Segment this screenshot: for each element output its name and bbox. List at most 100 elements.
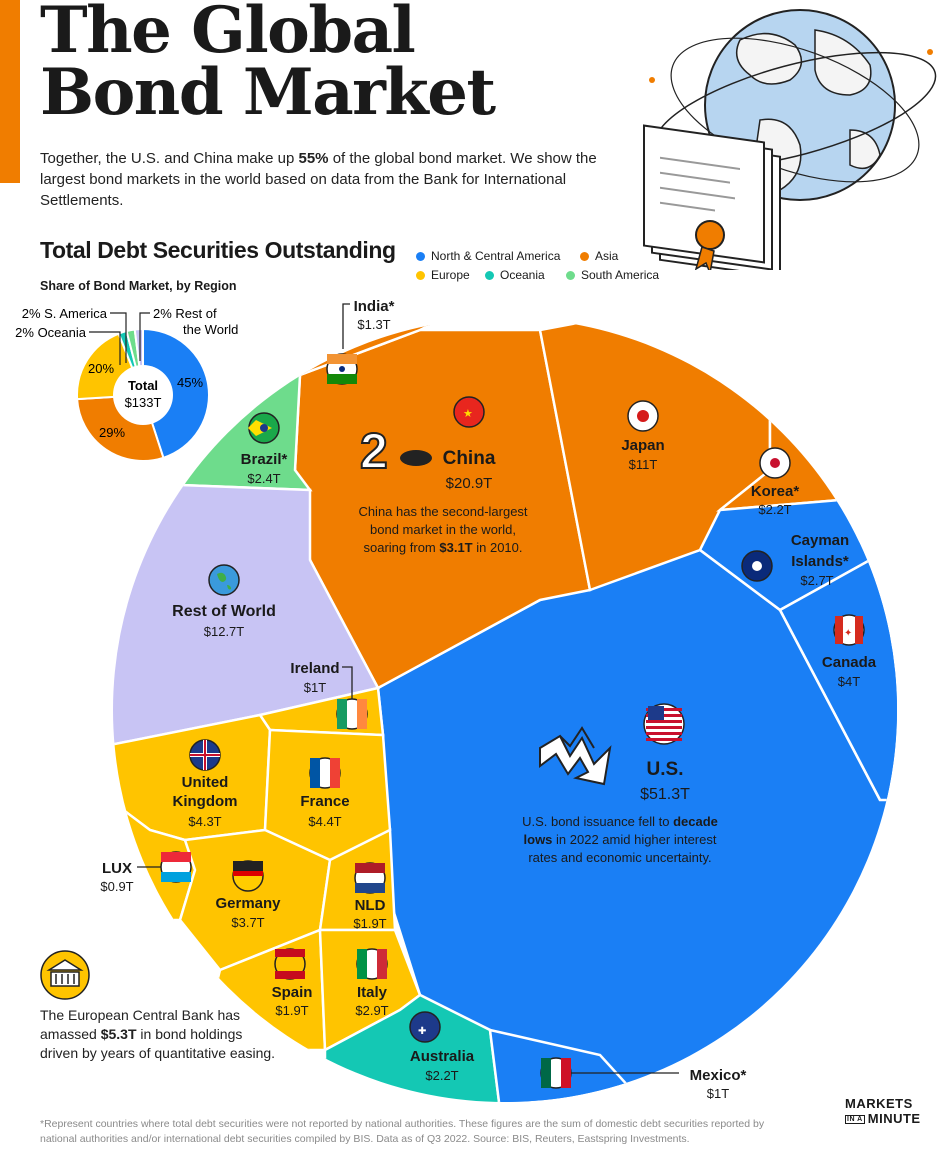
us-annotation-line-2: lows in 2022 amid higher interest — [524, 832, 717, 847]
logo-line-1: MARKETS — [845, 1096, 913, 1111]
label-spain-name: Spain — [272, 984, 313, 1001]
legend-label: South America — [581, 268, 660, 282]
donut-title: Share of Bond Market, by Region — [40, 279, 237, 293]
markets-in-a-minute-logo: MARKETS IN A MINUTE — [845, 1096, 921, 1127]
accent-bar — [0, 0, 20, 183]
donut-label-south-america: 2% S. America — [22, 306, 108, 321]
svg-text:✦: ✦ — [844, 628, 852, 639]
leader-india — [342, 303, 350, 349]
central-bank-icon — [40, 950, 90, 1000]
label-cayman-line-2: Islands* — [791, 553, 849, 570]
globe-certificate-illustration — [643, 9, 937, 270]
ecb-highlight: $5.3T — [100, 1026, 137, 1042]
ecb-annotation: The European Central Bank has amassed $5… — [40, 1006, 280, 1063]
label-us-name: U.S. — [647, 759, 684, 780]
legend-item-oceania: Oceania — [485, 268, 545, 282]
label-korea-name: Korea* — [751, 483, 800, 500]
china-rank-badge: 2 — [360, 423, 388, 479]
donut-label-rest-2: the World — [183, 322, 238, 337]
legend-item-south-america: South America — [566, 268, 659, 282]
label-germany-name: Germany — [215, 895, 281, 912]
label-lux-name: LUX — [102, 860, 132, 877]
donut-label-europe: 20% — [88, 361, 114, 376]
label-spain-value: $1.9T — [275, 1003, 308, 1018]
label-ireland-value: $1T — [304, 680, 326, 695]
donut-label-asia: 29% — [99, 425, 125, 440]
label-us-value: $51.3T — [640, 786, 690, 803]
label-lux-value: $0.9T — [100, 879, 133, 894]
label-australia-value: $2.2T — [425, 1068, 458, 1083]
legend-dot — [416, 271, 425, 280]
border-canada — [699, 549, 882, 801]
cell-brazil — [168, 373, 313, 492]
leader-oceania — [89, 331, 121, 365]
china-flag-icon — [453, 396, 485, 428]
donut-label-oceania: 2% Oceania — [15, 325, 87, 340]
label-uk-line-1: United — [182, 774, 229, 791]
label-cayman-line-1: Cayman — [791, 532, 849, 549]
legend-label: North & Central America — [431, 249, 561, 263]
ecb-text: The European Central Bank has amassed — [40, 1007, 241, 1042]
label-france-value: $4.4T — [308, 814, 341, 829]
label-nld-value: $1.9T — [353, 916, 386, 931]
title-line-1: The Global — [40, 0, 416, 68]
legend-label: Asia — [595, 249, 619, 263]
logo-line-2: IN A MINUTE — [845, 1111, 921, 1127]
us-annotation-line-3: rates and economic uncertainty. — [528, 850, 711, 865]
label-canada-name: Canada — [822, 654, 877, 671]
label-uk-value: $4.3T — [188, 814, 221, 829]
label-italy-value: $2.9T — [355, 1003, 388, 1018]
donut-total-label: Total — [128, 378, 158, 393]
subtitle-text: Together, the U.S. and China make up — [40, 150, 299, 167]
leader-ireland — [342, 666, 353, 699]
subtitle-text-end: of the global bond market. We show the l… — [40, 150, 597, 209]
donut-total-value: $133T — [125, 395, 162, 410]
donut-label-rest-1: 2% Rest of — [153, 306, 217, 321]
label-germany-value: $3.7T — [231, 915, 264, 930]
subtitle-highlight: 55% — [298, 150, 329, 167]
legend-label: Europe — [431, 268, 470, 282]
legend-item-asia: Asia — [580, 249, 618, 263]
legend-item-europe: Europe — [416, 268, 470, 282]
label-australia-name: Australia — [410, 1048, 475, 1065]
china-annotation-line-2: bond market in the world, — [370, 522, 516, 537]
donut-hole — [113, 365, 173, 425]
logo-line-2-text: MINUTE — [867, 1111, 921, 1126]
label-india-name: India* — [354, 298, 395, 315]
label-mexico-name: Mexico* — [690, 1067, 747, 1084]
us-flag-stripes — [646, 706, 682, 741]
label-korea-value: $2.2T — [758, 502, 791, 517]
svg-text:★: ★ — [463, 408, 473, 420]
legend-dot — [416, 252, 425, 261]
legend-dot — [566, 271, 575, 280]
australia-flag-icon — [409, 1011, 441, 1043]
legend-item-north-central-america: North & Central America — [416, 249, 560, 263]
donut-slice-north-central-america — [142, 327, 210, 460]
region-donut-chart: Total $133T 45% 29% 20% 2% S. America 2%… — [15, 306, 238, 462]
svg-text:✚: ✚ — [418, 1026, 426, 1037]
legend-dot — [580, 252, 589, 261]
label-japan-name: Japan — [621, 437, 664, 454]
logo-small-text: IN A — [845, 1115, 865, 1124]
label-ireland-name: Ireland — [290, 660, 339, 677]
china-annotation-line-3: soaring from $3.1T in 2010. — [364, 540, 523, 555]
label-canada-value: $4T — [838, 674, 860, 689]
falling-chart-icon — [539, 726, 612, 786]
footnote: *Represent countries where total debt se… — [40, 1118, 765, 1145]
legend-label: Oceania — [500, 268, 545, 282]
china-badge-shadow — [400, 450, 432, 466]
label-china-value: $20.9T — [446, 475, 493, 492]
label-uk-line-2: Kingdom — [173, 793, 238, 810]
ecb-text-end: in bond holdings driven by years of quan… — [40, 1026, 276, 1061]
label-mexico-value: $1T — [707, 1086, 729, 1101]
label-china-name: China — [443, 448, 496, 469]
label-japan-value: $11T — [629, 457, 658, 472]
us-annotation-line-1: U.S. bond issuance fell to decade — [522, 814, 718, 829]
label-nld-name: NLD — [355, 897, 386, 914]
section-title: Total Debt Securities Outstanding — [40, 237, 396, 263]
donut-label-north-america: 45% — [177, 375, 203, 390]
page-title: The Global Bond Market — [40, 0, 496, 130]
title-line-2: Bond Market — [40, 55, 496, 130]
label-brazil-value: $2.4T — [247, 471, 280, 486]
label-cayman-value: $2.7T — [800, 573, 833, 588]
